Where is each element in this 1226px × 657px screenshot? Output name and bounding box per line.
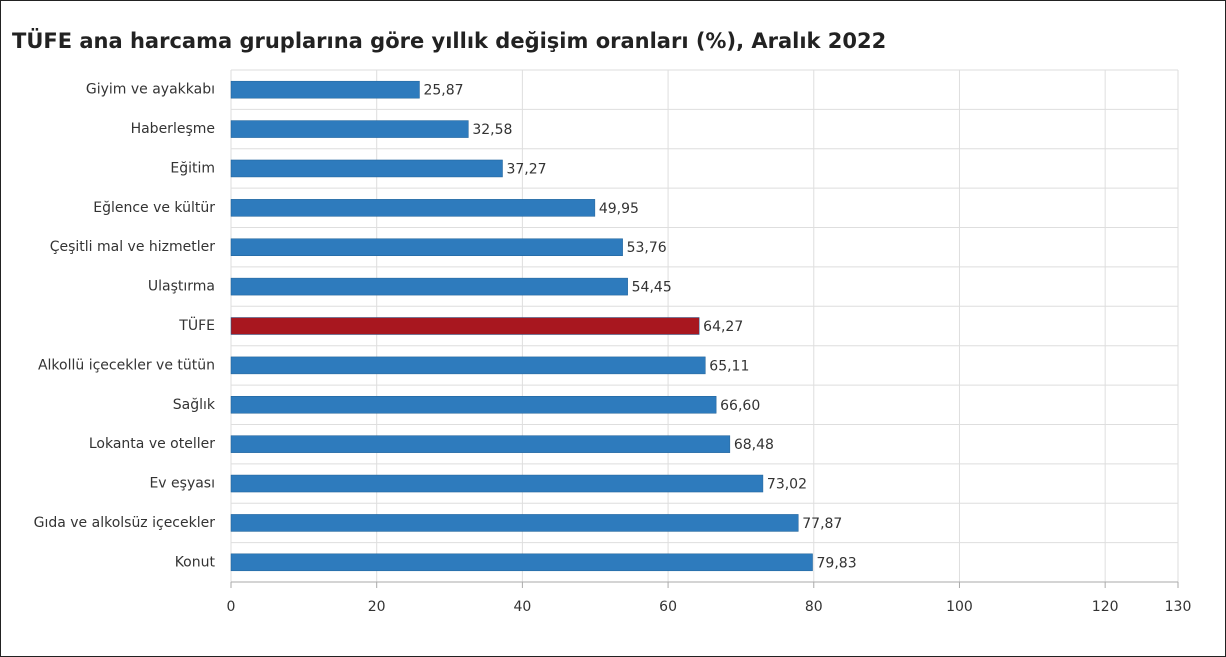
x-tick-label: 120 [1092, 599, 1119, 615]
y-tick-label: Alkollü içecekler ve tütün [38, 357, 215, 373]
value-label: 54,45 [632, 280, 672, 296]
bar [230, 553, 813, 572]
value-label: 49,95 [599, 201, 639, 217]
y-tick-label: Gıda ve alkolsüz içecekler [34, 515, 216, 531]
x-tick-label: 130 [1165, 599, 1192, 615]
y-tick-label: Giyim ve ayakkabı [86, 82, 215, 98]
y-tick-label: Ev eşyası [149, 476, 215, 492]
x-tick-label: 20 [368, 599, 386, 615]
value-label: 79,83 [817, 555, 857, 571]
bar [230, 80, 420, 99]
bar [230, 435, 731, 453]
bar [230, 199, 596, 217]
y-tick-label: Eğitim [170, 160, 215, 176]
bar [230, 159, 503, 178]
y-tick-label: Lokanta ve oteller [89, 436, 215, 452]
value-label: 53,76 [627, 240, 667, 256]
value-label: 66,60 [720, 398, 760, 414]
x-tick-label: 100 [946, 599, 973, 615]
bar [230, 514, 799, 532]
bar [230, 120, 469, 138]
value-label: 32,58 [472, 122, 512, 138]
bar [230, 396, 717, 414]
x-tick-label: 60 [659, 599, 677, 615]
y-tick-label: Çeşitli mal ve hizmetler [50, 239, 216, 255]
value-label: 25,87 [423, 83, 463, 99]
value-label: 65,11 [709, 358, 749, 374]
x-tick-label: 80 [805, 599, 823, 615]
bar [230, 474, 764, 493]
y-tick-label: TÜFE [178, 316, 215, 334]
y-tick-label: Eğlence ve kültür [93, 200, 215, 216]
bar [230, 277, 628, 296]
value-label: 64,27 [703, 319, 743, 335]
value-label: 37,27 [506, 161, 546, 177]
bar [230, 238, 623, 256]
y-tick-label: Sağlık [173, 397, 216, 413]
bar [230, 317, 700, 335]
y-tick-label: Haberleşme [131, 121, 215, 137]
x-tick-label: 40 [513, 599, 531, 615]
bar [230, 356, 706, 375]
value-label: 77,87 [802, 516, 842, 532]
value-label: 68,48 [734, 437, 774, 453]
y-tick-label: Ulaştırma [148, 279, 215, 295]
value-label: 73,02 [767, 477, 807, 493]
x-tick-label: 0 [227, 599, 236, 615]
y-tick-label: Konut [175, 554, 216, 570]
chart-title: TÜFE ana harcama gruplarına göre yıllık … [12, 28, 886, 53]
